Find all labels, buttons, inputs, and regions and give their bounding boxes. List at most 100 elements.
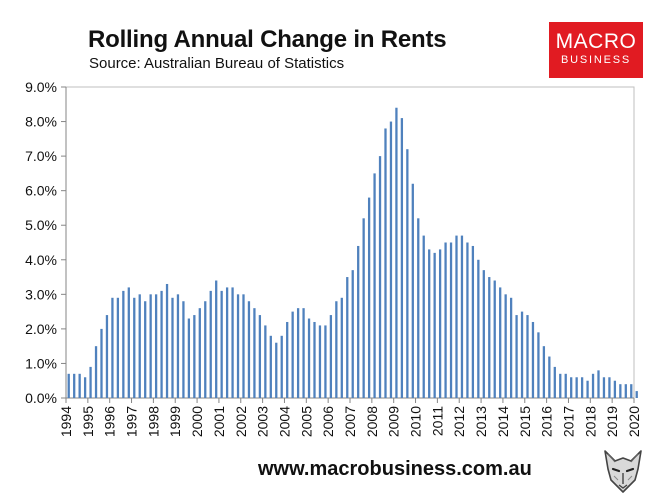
bar	[619, 384, 622, 398]
bar	[351, 270, 354, 398]
x-tick-label: 2013	[473, 406, 489, 437]
bar	[171, 297, 174, 398]
bar	[67, 373, 70, 398]
bar	[340, 297, 343, 398]
x-tick-label: 2011	[429, 406, 445, 436]
bar	[597, 370, 600, 398]
x-tick-label: 1995	[80, 406, 96, 437]
bar	[406, 149, 409, 398]
x-tick-label: 2006	[320, 406, 336, 437]
y-axis: 0.0% 1.0% 2.0% 3.0% 4.0% 5.0% 6.0% 7.0% 8.0% 9.0%	[25, 79, 67, 406]
bar	[384, 128, 387, 398]
bar	[247, 301, 251, 398]
x-tick-label: 2000	[189, 406, 205, 437]
bar	[253, 308, 256, 398]
bar	[165, 283, 169, 398]
bar	[236, 294, 240, 398]
bar	[302, 308, 305, 398]
chart-subtitle: Source: Australian Bureau of Statistics	[89, 55, 345, 72]
bar	[318, 325, 322, 398]
x-tick-label: 1998	[145, 406, 161, 437]
bar	[335, 301, 338, 398]
bar	[111, 297, 114, 398]
footer-url: www.macrobusiness.com.au	[258, 458, 532, 480]
bar	[526, 315, 529, 398]
bar	[548, 356, 551, 398]
x-tick-label: 2003	[255, 406, 271, 437]
bar	[204, 301, 207, 398]
bar	[346, 277, 349, 398]
bar	[329, 315, 333, 398]
bar	[182, 301, 185, 398]
bar	[433, 252, 436, 398]
bar	[280, 335, 283, 398]
y-tick-label: 8.0%	[25, 114, 57, 130]
bar	[209, 290, 212, 398]
bar	[291, 311, 294, 398]
bar	[635, 391, 638, 398]
bar	[553, 366, 556, 398]
bar	[225, 287, 229, 398]
bar	[411, 183, 414, 398]
bar	[73, 373, 76, 398]
bar	[242, 294, 245, 398]
bar	[105, 315, 109, 398]
x-tick-label: 1999	[167, 406, 183, 437]
bar	[630, 384, 633, 398]
bar	[493, 280, 496, 398]
bar	[324, 325, 327, 398]
bar	[537, 332, 540, 398]
bar	[466, 242, 469, 398]
x-axis: 1994 1995 1996 1997 1998 1999 2000 2001 2002 2003…	[58, 397, 642, 437]
bar	[624, 384, 627, 398]
y-tick-label: 2.0%	[25, 321, 57, 337]
x-tick-label: 2019	[604, 406, 620, 437]
bar	[89, 366, 92, 398]
bar-chart: 0.0% 1.0% 2.0% 3.0% 4.0% 5.0% 6.0% 7.0% 8.0% 9.0%…	[25, 79, 642, 437]
bar	[215, 280, 218, 398]
y-tick-label: 0.0%	[25, 390, 57, 406]
bar	[269, 335, 272, 398]
bar	[509, 297, 513, 398]
bar	[258, 315, 262, 398]
logo-line-1: MACRO	[555, 30, 637, 53]
macrobusiness-logo: MACRO BUSINESS	[549, 22, 643, 78]
bar	[154, 294, 158, 398]
bar	[286, 321, 289, 398]
x-tick-label: 2020	[626, 406, 642, 437]
bar	[531, 321, 535, 398]
bar	[389, 121, 393, 398]
bar	[357, 245, 360, 398]
x-tick-label: 2017	[560, 406, 576, 437]
y-tick-label: 6.0%	[25, 183, 57, 199]
bar	[296, 308, 300, 398]
x-tick-label: 2004	[276, 406, 292, 437]
bar	[564, 373, 567, 398]
bar	[559, 373, 562, 398]
x-tick-label: 2014	[495, 406, 511, 437]
x-tick-label: 2001	[211, 406, 227, 437]
bar	[187, 318, 191, 398]
bar	[83, 377, 87, 398]
bar	[133, 297, 136, 398]
y-tick-label: 4.0%	[25, 252, 57, 268]
bar	[520, 311, 524, 398]
bar	[488, 277, 491, 398]
bar	[499, 287, 502, 398]
bar	[264, 325, 267, 398]
x-tick-label: 2016	[539, 406, 555, 437]
bar	[395, 107, 398, 398]
x-tick-label: 2002	[233, 406, 249, 437]
bar	[138, 294, 141, 398]
bar	[116, 297, 120, 398]
bar	[275, 342, 278, 398]
bar	[373, 173, 376, 398]
x-tick-label: 2010	[408, 406, 424, 437]
x-tick-label: 2012	[451, 406, 467, 437]
chart-title: Rolling Annual Change in Rents	[88, 26, 447, 53]
bar	[313, 321, 316, 398]
bar	[231, 287, 234, 398]
y-tick-label: 5.0%	[25, 217, 57, 233]
bar	[122, 290, 125, 398]
logo-line-2: BUSINESS	[560, 54, 632, 66]
